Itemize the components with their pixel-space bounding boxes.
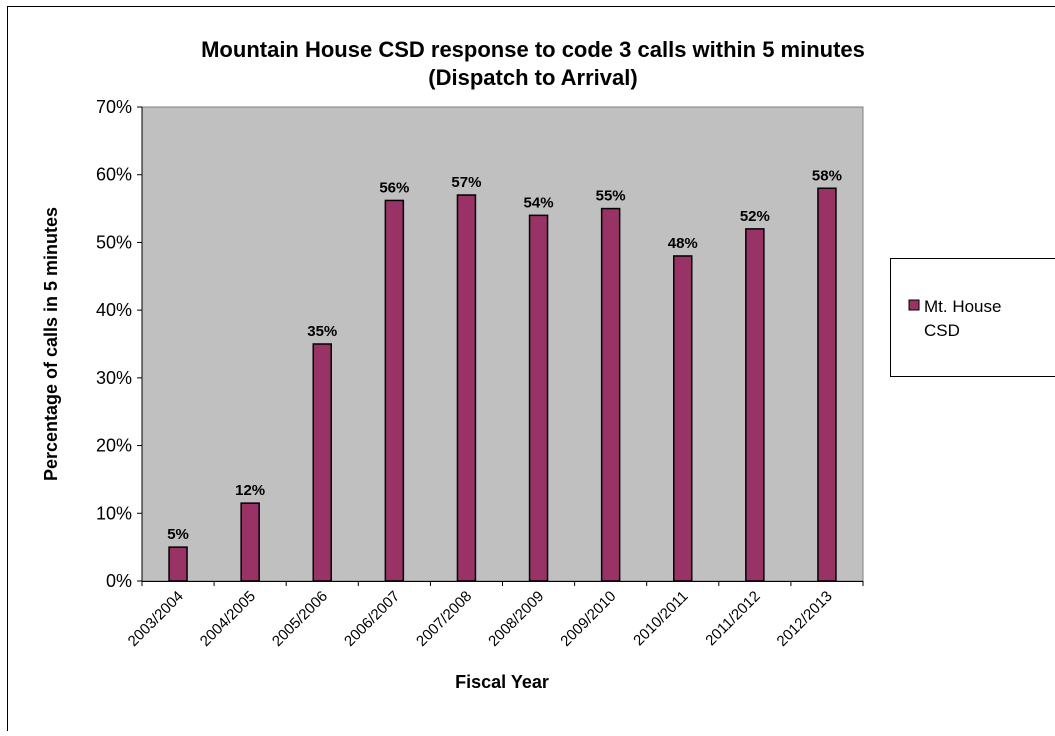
legend-label-line2: CSD: [924, 321, 960, 340]
data-label: 12%: [235, 482, 265, 499]
bar: [169, 547, 187, 581]
x-axis-label: Fiscal Year: [455, 672, 549, 692]
bar: [746, 229, 764, 581]
chart-subtitle: (Dispatch to Arrival): [428, 65, 637, 90]
data-label: 5%: [167, 526, 189, 543]
bar: [674, 256, 692, 581]
legend-label-line1: Mt. House: [924, 297, 1001, 316]
x-tick-label: 2006/2007: [341, 588, 403, 650]
y-tick-label: 60%: [96, 165, 132, 185]
chart-title: Mountain House CSD response to code 3 ca…: [201, 37, 865, 62]
legend-box: [891, 259, 1055, 377]
x-tick-label: 2008/2009: [485, 588, 547, 650]
data-label: 52%: [740, 208, 770, 225]
bar: [457, 195, 475, 581]
bar: [818, 188, 836, 581]
x-tick-label: 2009/2010: [557, 588, 619, 650]
y-axis-label: Percentage of calls in 5 minutes: [41, 207, 61, 481]
y-tick-label: 30%: [96, 368, 132, 388]
data-label: 35%: [307, 323, 337, 340]
bar: [602, 209, 620, 581]
data-label: 56%: [379, 179, 409, 196]
y-tick-label: 10%: [96, 503, 132, 523]
x-tick-label: 2003/2004: [125, 588, 187, 650]
data-label: 58%: [812, 167, 842, 184]
x-tick-label: 2010/2011: [630, 588, 691, 649]
data-label: 54%: [524, 194, 554, 211]
bar: [313, 344, 331, 581]
x-tick-label: 2011/2012: [702, 588, 763, 649]
y-tick-label: 20%: [96, 436, 132, 456]
y-tick-label: 50%: [96, 232, 132, 252]
legend: Mt. House CSD: [891, 259, 1055, 377]
x-tick-label: 2005/2006: [269, 588, 331, 650]
legend-swatch: [909, 300, 919, 310]
bar: [385, 200, 403, 581]
x-tick-label: 2012/2013: [774, 588, 836, 650]
y-tick-label: 40%: [96, 300, 132, 320]
x-tick-label: 2004/2005: [197, 588, 259, 650]
x-tick-label: 2007/2008: [413, 588, 475, 650]
bar: [241, 503, 259, 581]
data-label: 48%: [668, 235, 698, 252]
y-axis-ticks: 0% 10% 20% 30% 40% 50% 60% 70%: [96, 97, 142, 591]
data-label: 57%: [451, 174, 481, 191]
y-tick-label: 0%: [106, 571, 132, 591]
data-label: 55%: [596, 188, 626, 205]
y-tick-label: 70%: [96, 97, 132, 117]
bar: [530, 215, 548, 581]
